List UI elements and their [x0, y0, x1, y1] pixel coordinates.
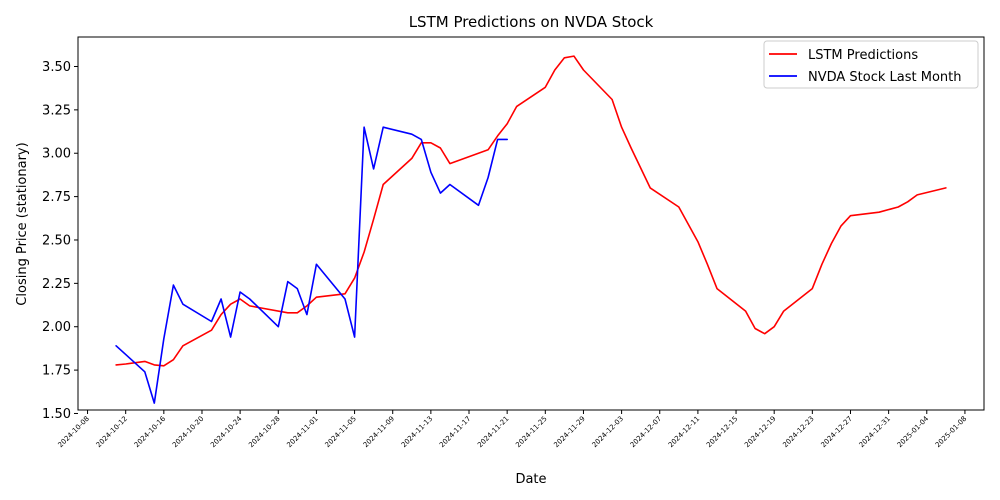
- legend-label: NVDA Stock Last Month: [808, 70, 962, 85]
- y-tick-label: 3.50: [42, 60, 71, 75]
- y-tick-label: 3.25: [42, 103, 71, 118]
- y-axis-label: Closing Price (stationary): [15, 142, 30, 305]
- y-axis-ticks: 1.50 1.75 2.00 2.25 2.50 2.75 3.00 3.25 3.50: [42, 60, 78, 422]
- y-tick-label: 2.50: [42, 233, 71, 248]
- y-tick-label: 2.25: [42, 277, 71, 292]
- legend-box: [763, 40, 979, 89]
- series-line-lstm-predictions: [115, 55, 947, 367]
- axes-frame: [77, 36, 985, 411]
- y-tick-label: 1.75: [42, 364, 71, 379]
- x-axis-label: Date: [515, 472, 546, 487]
- legend: LSTM Predictions NVDA Stock Last Month: [763, 40, 979, 89]
- series-line-nvda-stock: [115, 126, 509, 404]
- legend-label: LSTM Predictions: [808, 48, 918, 63]
- chart-title: LSTM Predictions on NVDA Stock: [409, 13, 654, 31]
- y-tick-label: 3.00: [42, 147, 71, 162]
- legend-items: LSTM Predictions NVDA Stock Last Month: [769, 48, 962, 85]
- y-tick-label: 2.00: [42, 320, 71, 335]
- plot-area: [77, 36, 985, 411]
- y-tick-label: 2.75: [42, 190, 71, 205]
- y-tick-label: 1.50: [42, 407, 71, 422]
- series-layer: [115, 55, 947, 404]
